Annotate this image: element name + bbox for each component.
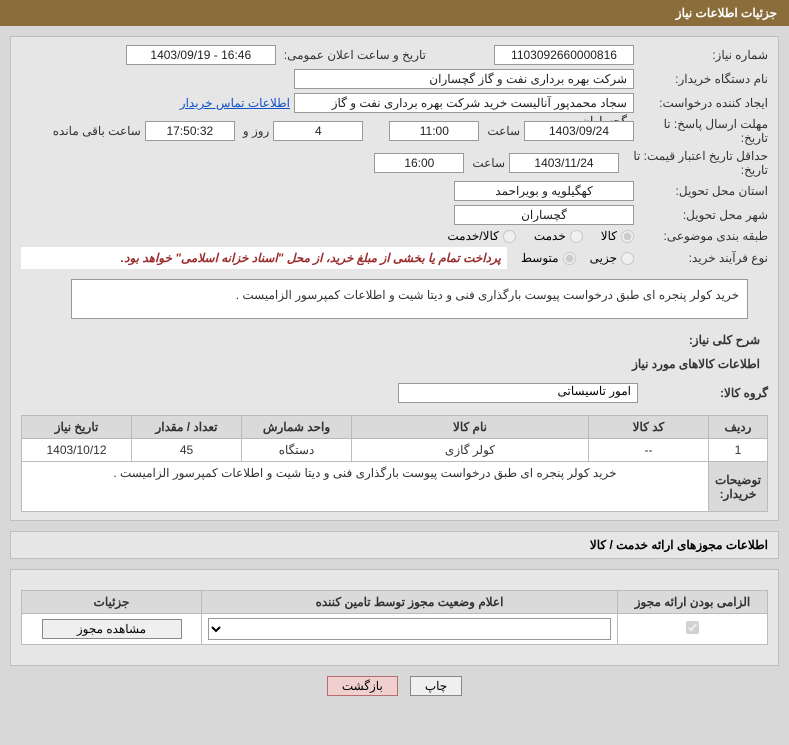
permits-panel: الزامی بودن ارائه مجوز اعلام وضعیت مجوز … <box>10 569 779 666</box>
value-province: کهگیلویه و بویراحمد <box>454 181 634 201</box>
back-button[interactable]: بازگشت <box>327 676 398 696</box>
topic-radios: کالا خدمت کالا/خدمت <box>447 229 634 243</box>
cell-permit-action: مشاهده مجوز <box>22 614 202 645</box>
th-code: کد کالا <box>588 416 708 439</box>
label-buyer: نام دستگاه خریدار: <box>638 72 768 86</box>
supplier-status-select[interactable] <box>208 618 611 640</box>
value-city: گچساران <box>454 205 634 225</box>
th-qty: تعداد / مقدار <box>132 416 242 439</box>
value-requester: سجاد محمدپور آنالیست خرید شرکت بهره بردا… <box>294 93 634 113</box>
value-countdown: 17:50:32 <box>145 121 235 141</box>
value-buyer: شرکت بهره برداری نفت و گاز گچساران <box>294 69 634 89</box>
cell-name: کولر گازی <box>352 439 589 462</box>
th-details: جزئیات <box>22 591 202 614</box>
cell-mandatory-check <box>618 614 768 645</box>
th-row: ردیف <box>708 416 767 439</box>
radio-small[interactable]: جزیی <box>590 251 634 265</box>
label-reply-deadline: مهلت ارسال پاسخ: تا تاریخ: <box>638 117 768 145</box>
label-group: گروه کالا: <box>638 386 768 400</box>
value-reply-date: 1403/09/24 <box>524 121 634 141</box>
th-unit: واحد شمارش <box>242 416 352 439</box>
need-description-box: خرید کولر پنجره ای طبق درخواست پیوست بار… <box>71 279 748 319</box>
purchase-type-radios: جزیی متوسط <box>521 251 634 265</box>
section-items-title: اطلاعات کالاهای مورد نیاز <box>21 355 768 379</box>
cell-unit: دستگاه <box>242 439 352 462</box>
radio-medium[interactable]: متوسط <box>521 251 576 265</box>
items-table: ردیف کد کالا نام کالا واحد شمارش تعداد /… <box>21 415 768 512</box>
page-title: جزئیات اطلاعات نیاز <box>676 6 777 20</box>
label-need-no: شماره نیاز: <box>638 48 768 62</box>
th-name: نام کالا <box>352 416 589 439</box>
radio-service[interactable]: خدمت <box>534 229 583 243</box>
radio-goods-service[interactable]: کالا/خدمت <box>447 229 515 243</box>
permits-header: اطلاعات مجوزهای ارائه خدمت / کالا <box>10 531 779 559</box>
cell-idx: 1 <box>708 439 767 462</box>
label-city: شهر محل تحویل: <box>638 208 768 222</box>
mandatory-checkbox <box>686 621 699 634</box>
label-province: استان محل تحویل: <box>638 184 768 198</box>
label-valid-until: حداقل تاریخ اعتبار قیمت: تا تاریخ: <box>623 149 768 177</box>
purchase-note: پرداخت تمام یا بخشی از مبلغ خرید، از محل… <box>21 247 507 269</box>
value-valid-hour: 16:00 <box>374 153 464 173</box>
permits-table: الزامی بودن ارائه مجوز اعلام وضعیت مجوز … <box>21 590 768 645</box>
cell-date: 1403/10/12 <box>22 439 132 462</box>
cell-code: -- <box>588 439 708 462</box>
view-permit-button[interactable]: مشاهده مجوز <box>42 619 182 639</box>
radio-goods[interactable]: کالا <box>601 229 634 243</box>
label-need-desc: شرح کلی نیاز: <box>689 331 768 355</box>
label-remaining: ساعت باقی مانده <box>49 124 141 138</box>
link-buyer-contact[interactable]: اطلاعات تماس خریدار <box>180 96 290 110</box>
th-date: تاریخ نیاز <box>22 416 132 439</box>
label-hour-2: ساعت <box>468 156 505 170</box>
print-button[interactable]: چاپ <box>410 676 462 696</box>
label-buyer-notes: توضیحات خریدار: <box>708 462 767 512</box>
value-announce: 1403/09/19 - 16:46 <box>126 45 276 65</box>
label-requester: ایجاد کننده درخواست: <box>638 96 768 110</box>
label-announce: تاریخ و ساعت اعلان عمومی: <box>280 48 426 62</box>
table-row: 1 -- کولر گازی دستگاه 45 1403/10/12 <box>22 439 768 462</box>
value-valid-date: 1403/11/24 <box>509 153 619 173</box>
value-need-no: 1103092660000816 <box>494 45 634 65</box>
page-header: جزئیات اطلاعات نیاز <box>0 0 789 26</box>
label-days-and: روز و <box>239 124 270 138</box>
label-topic: طبقه بندی موضوعی: <box>638 229 768 243</box>
main-info-panel: شماره نیاز: 1103092660000816 تاریخ و ساع… <box>10 36 779 521</box>
footer-buttons: چاپ بازگشت <box>0 676 789 696</box>
buyer-notes-row: توضیحات خریدار: خرید کولر پنجره ای طبق د… <box>22 462 768 512</box>
value-buyer-notes: خرید کولر پنجره ای طبق درخواست پیوست بار… <box>22 462 709 512</box>
cell-supplier-status <box>202 614 618 645</box>
th-mandatory: الزامی بودن ارائه مجوز <box>618 591 768 614</box>
value-days: 4 <box>273 121 363 141</box>
value-group: امور تاسیساتی <box>398 383 638 403</box>
label-hour-1: ساعت <box>483 124 520 138</box>
label-purchase-type: نوع فرآیند خرید: <box>638 251 768 265</box>
permit-row: مشاهده مجوز <box>22 614 768 645</box>
cell-qty: 45 <box>132 439 242 462</box>
th-supplier-status: اعلام وضعیت مجوز توسط تامین کننده <box>202 591 618 614</box>
value-reply-hour: 11:00 <box>389 121 479 141</box>
